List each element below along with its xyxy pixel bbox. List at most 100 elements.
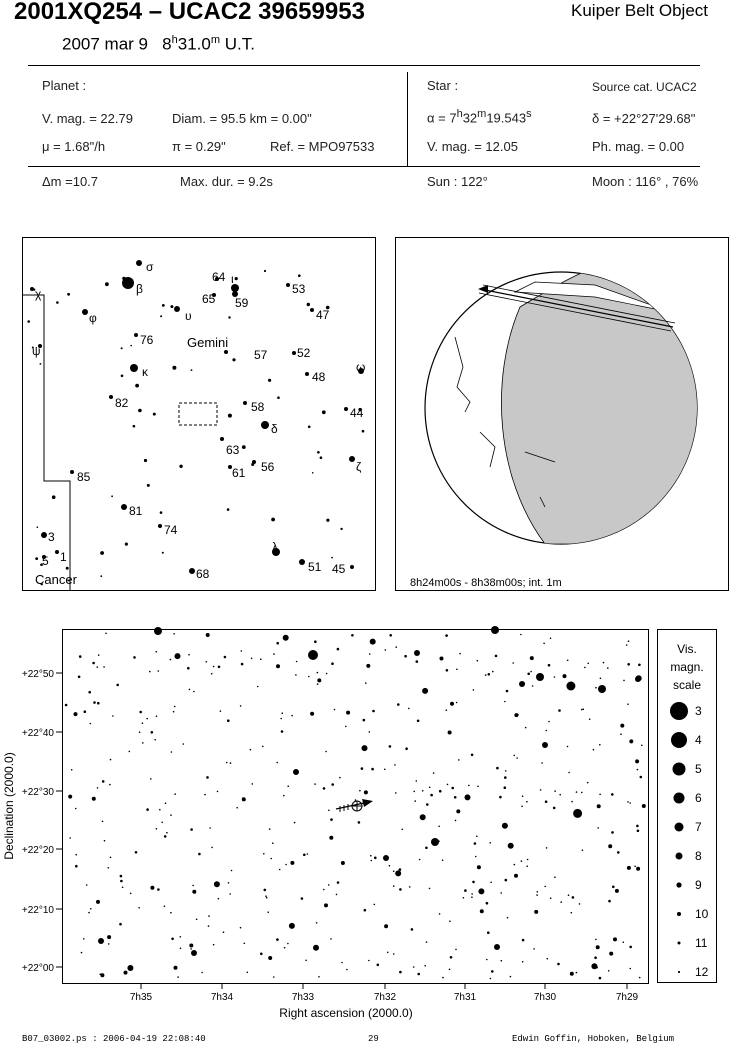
chart-star: [208, 915, 210, 917]
chart-star: [280, 730, 284, 733]
chart-star: [611, 831, 614, 834]
chart-star: [592, 748, 595, 751]
finder-faint-star: [138, 408, 142, 413]
chart-star: [314, 640, 317, 643]
finder-faint-star: [161, 304, 165, 307]
ra-axis: 7h35 7h34 7h33 7h32 7h31 7h30 7h29: [130, 984, 639, 1003]
chart-star: [371, 767, 374, 771]
chart-star: [345, 725, 347, 728]
chart-star: [174, 653, 181, 660]
finder-star: [261, 421, 269, 429]
chart-star: [368, 653, 371, 655]
chart-star: [150, 778, 152, 780]
chart-star: [582, 708, 585, 710]
finder-faint-star: [306, 302, 310, 307]
chart-star: [513, 863, 516, 866]
chart-star: [586, 781, 589, 784]
chart-star: [282, 634, 289, 641]
chart-star: [362, 718, 366, 722]
chart-star: [251, 783, 254, 785]
finder-faint-star: [226, 508, 230, 511]
chart-star: [507, 842, 514, 849]
event-date: 2007 mar 9: [62, 34, 148, 54]
chart-star: [340, 861, 345, 865]
chart-star: [374, 856, 377, 860]
star-phmag: Ph. mag. = 0.00: [592, 139, 685, 154]
scale-dot: [673, 792, 685, 804]
chart-star: [225, 761, 228, 764]
chart-star: [139, 710, 142, 714]
finder-faint-star: [228, 316, 231, 319]
chart-star: [290, 860, 295, 865]
time-minutes: 31.0: [177, 34, 211, 54]
finder-star: [189, 568, 195, 574]
chart-star: [134, 851, 138, 854]
chart-star: [516, 757, 518, 759]
finder-star: [344, 407, 348, 411]
chart-star: [468, 784, 470, 787]
time-hours: 8: [162, 34, 172, 54]
chart-star: [93, 701, 96, 704]
chart-star: [373, 903, 376, 906]
chart-star: [408, 886, 411, 888]
finder-star: [70, 470, 74, 474]
finder-faint-star: [39, 363, 42, 365]
alpha-h-unit: h: [456, 108, 463, 120]
chart-star: [548, 720, 550, 723]
finder-faint-star: [31, 346, 34, 349]
chart-star: [442, 976, 444, 979]
chart-star: [287, 785, 290, 787]
chart-star: [520, 860, 523, 862]
chart-star: [276, 938, 279, 941]
chart-star: [464, 794, 471, 801]
finder-star-label: 61: [232, 466, 246, 480]
chart-star: [578, 903, 581, 905]
finder-faint-star: [67, 579, 70, 582]
chart-star: [544, 800, 548, 803]
chart-star: [524, 726, 527, 729]
finder-star: [252, 460, 256, 464]
scale-mag-label: 11: [695, 936, 708, 950]
dec-axis-label: Declination (2000.0): [2, 752, 16, 859]
finder-star-label: λ: [272, 540, 278, 554]
finder-faint-star: [100, 551, 104, 555]
chart-star: [571, 896, 575, 899]
chart-star: [496, 766, 499, 770]
chart-star: [75, 864, 78, 868]
chart-bright-star: [431, 838, 439, 846]
chart-star: [595, 938, 597, 941]
finder-faint-star: [319, 456, 323, 459]
chart-star: [484, 674, 487, 676]
finder-star: [232, 291, 238, 297]
chart-star: [265, 895, 267, 897]
chart-star: [249, 748, 252, 751]
finder-star: [109, 395, 113, 399]
chart-star: [503, 786, 507, 789]
chart-star: [328, 809, 330, 812]
alpha-seconds: 19.543: [486, 110, 527, 126]
finder-star: [215, 277, 219, 281]
chart-star: [599, 793, 601, 796]
finder-star: [158, 524, 162, 528]
finder-star: [224, 350, 228, 354]
chart-star: [163, 835, 167, 838]
chart-star: [267, 911, 270, 913]
chart-star: [293, 821, 296, 824]
chart-star: [268, 956, 273, 960]
finder-star: [299, 559, 305, 565]
chart-star: [133, 656, 136, 659]
finder-faint-star: [100, 575, 103, 578]
chart-star: [430, 793, 433, 797]
chart-star: [489, 842, 492, 844]
target-star-marker: [351, 800, 363, 812]
chart-star: [571, 800, 573, 803]
scale-dot: [677, 941, 681, 945]
chart-star: [123, 970, 128, 975]
chart-star: [568, 771, 570, 774]
chart-star: [149, 670, 151, 673]
event-sun: Sun : 122°: [427, 174, 488, 189]
finder-star-label: 76: [140, 333, 154, 347]
chart-star: [636, 824, 639, 828]
